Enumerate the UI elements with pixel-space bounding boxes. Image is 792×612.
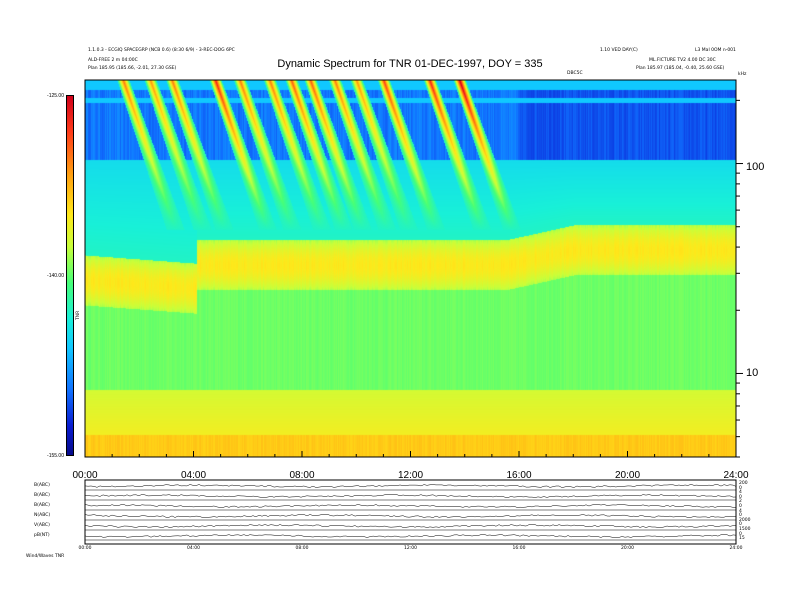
y-tick-10: 10 bbox=[746, 367, 759, 379]
header-info-right-4: Plan 185.97 (185.04, -0.40, 25.60 GSE) bbox=[636, 66, 725, 71]
panel-label: B(ABC) bbox=[34, 493, 50, 498]
panel-right-tick: 2 bbox=[739, 499, 742, 505]
colorbar bbox=[66, 95, 74, 456]
header-info-line-1: 1.1.0.3 - ECGIQ SPACEGRP (NCB 0.6) (8:30… bbox=[88, 48, 235, 53]
x-tick-label: 24:00 bbox=[723, 470, 749, 481]
chart-title: Dynamic Spectrum for TNR 01-DEC-1997, DO… bbox=[277, 58, 543, 70]
unit-label: kHz bbox=[738, 72, 747, 77]
colorbar-tick-max: -125.00 bbox=[47, 93, 64, 99]
panel-trace bbox=[84, 484, 737, 488]
panel-trace bbox=[84, 514, 736, 518]
panel-right-tick: 4 bbox=[739, 490, 742, 496]
panel-x-tick-label: 24:00 bbox=[729, 546, 743, 551]
panel-right-tick: 0 bbox=[739, 485, 742, 491]
x-tick-label: 20:00 bbox=[614, 470, 641, 481]
panel-label: V(ABC) bbox=[34, 523, 50, 528]
panel-label: N(ABC) bbox=[34, 513, 51, 518]
panel-label: B(ABC) bbox=[34, 483, 50, 488]
footer-label: Wind/Waves TNR bbox=[26, 554, 65, 559]
panel-trace bbox=[84, 534, 737, 538]
panel-x-tick-label: 12:00 bbox=[404, 546, 417, 551]
panel-right-tick: 0 bbox=[739, 494, 742, 500]
panel-right-tick: 200 bbox=[739, 481, 748, 486]
colorbar-tick-mid: -140.00 bbox=[47, 273, 64, 279]
panels-frame bbox=[84, 479, 737, 545]
x-tick-label: 12:00 bbox=[397, 470, 424, 481]
panel-trace bbox=[84, 524, 737, 528]
panel-label: pB(NT) bbox=[34, 533, 50, 538]
x-tick-label: 04:00 bbox=[180, 470, 207, 481]
panel-right-tick: 0 bbox=[739, 504, 742, 509]
header-info-line-2: ALD-FREE 2 m 04:00C bbox=[88, 58, 138, 63]
header-info-right-3: ML.FICTURE TV2 4.00 DC 30C bbox=[649, 58, 716, 63]
y-tick-100: 100 bbox=[746, 161, 765, 173]
header-info-right-2: L3 Mal 0OM n-001 bbox=[695, 48, 736, 53]
colorbar-tick-min: -155.00 bbox=[47, 453, 64, 459]
panel-right-tick: 2000 bbox=[739, 517, 751, 523]
header-small-label: DBC5C bbox=[567, 71, 583, 76]
header-info-right-1: 1.10 VED DAY(C) bbox=[600, 48, 638, 53]
panel-x-tick-label: 16:00 bbox=[512, 546, 526, 551]
panel-right-tick: 0 bbox=[739, 531, 742, 537]
panel-trace bbox=[84, 494, 737, 498]
panel-right-tick: 1500 bbox=[739, 527, 751, 532]
panel-label: B(ABC) bbox=[34, 503, 50, 508]
x-tick-label: 16:00 bbox=[506, 470, 532, 481]
panel-x-tick-label: 08:00 bbox=[295, 546, 309, 551]
panel-right-tick: 4 bbox=[739, 508, 742, 514]
panel-trace bbox=[84, 504, 736, 508]
panel-x-tick-label: 20:00 bbox=[621, 546, 634, 551]
x-tick-label: 00:00 bbox=[72, 470, 98, 481]
dynamic-spectrum-heatmap bbox=[85, 80, 736, 457]
x-tick-label: 08:00 bbox=[289, 470, 315, 481]
panel-right-tick: 0 bbox=[739, 522, 742, 528]
panel-x-tick-label: 00:00 bbox=[78, 546, 92, 551]
header-info-line-3: Plan 185.95 (185.66, -2.01, 27.30 GSE) bbox=[88, 66, 177, 71]
panel-right-tick: 0 bbox=[739, 513, 742, 519]
panel-x-tick-label: 04:00 bbox=[187, 546, 200, 551]
panel-right-tick: 15 bbox=[739, 536, 745, 542]
